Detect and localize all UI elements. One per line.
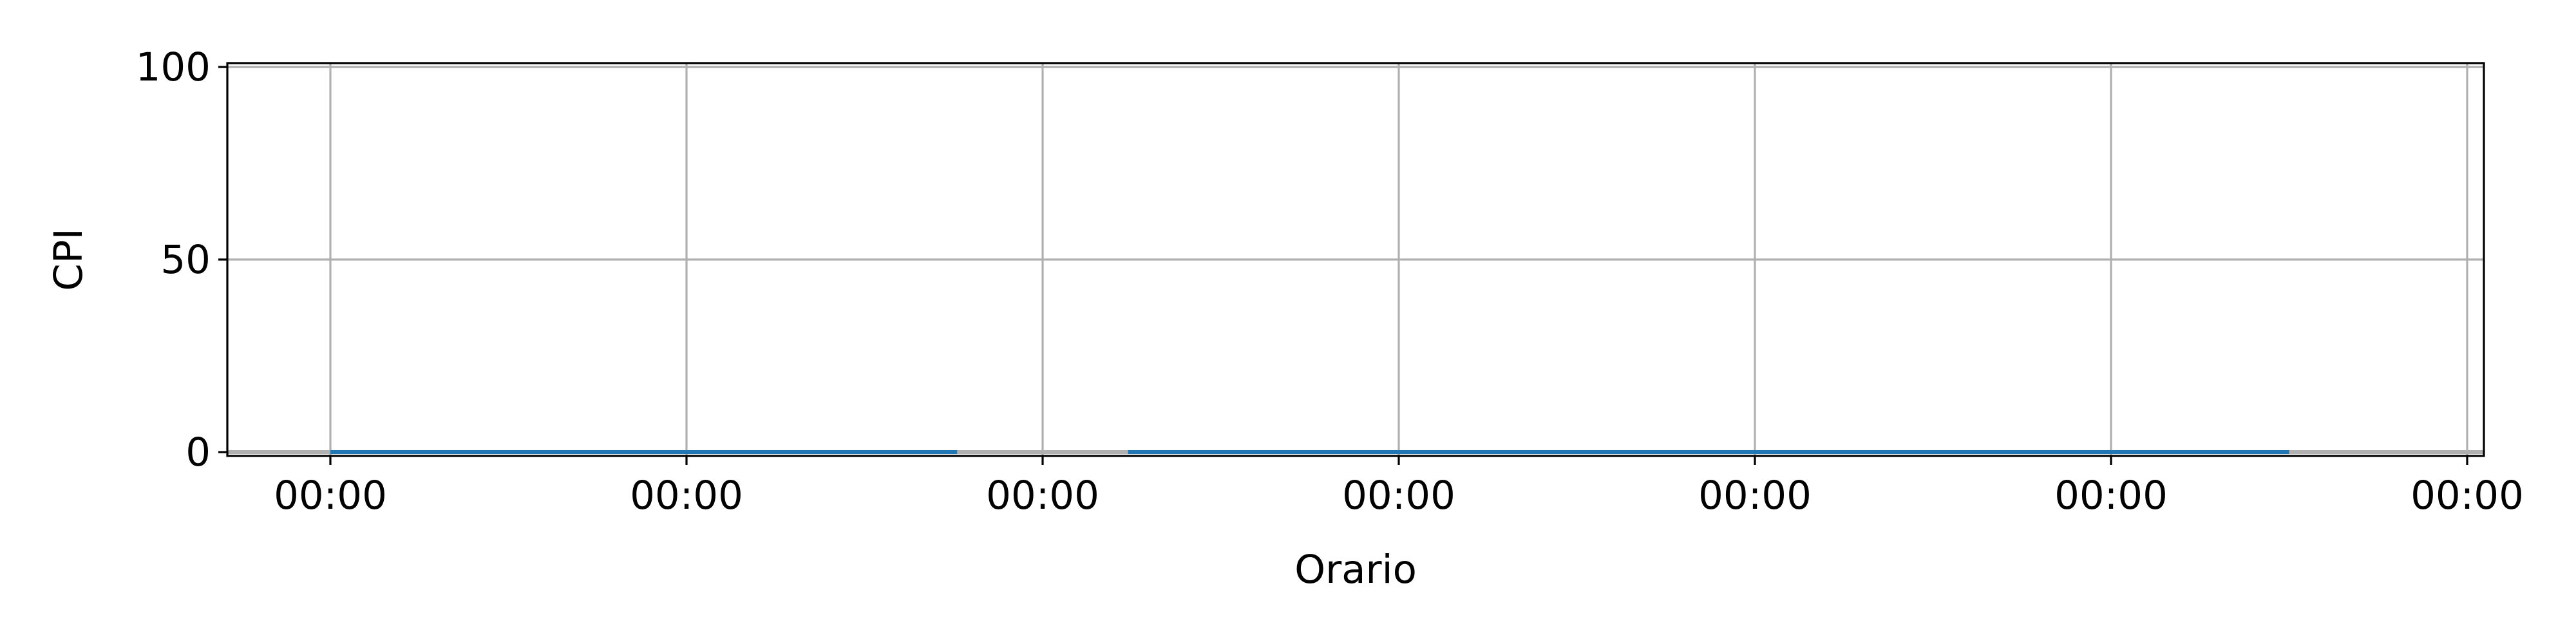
grid [227, 63, 2484, 456]
x-tick-label: 00:00 [2410, 473, 2524, 518]
x-tick-label: 00:00 [274, 473, 387, 518]
x-tick-label: 00:00 [986, 473, 1099, 518]
x-axis-label: Orario [1294, 547, 1417, 592]
y-tick-label: 50 [160, 237, 211, 283]
y-axis-label: CPI [46, 228, 91, 290]
y-tick-label: 100 [136, 44, 211, 90]
x-tick-label: 00:00 [630, 473, 743, 518]
ticks: 00:00 00:00 00:00 00:00 00:00 00:00 00:00 0 50 10… [136, 44, 2524, 518]
x-tick-label: 00:00 [1698, 473, 1812, 518]
y-tick-label: 0 [185, 430, 211, 475]
x-tick-label: 00:00 [2054, 473, 2168, 518]
x-tick-label: 00:00 [1342, 473, 1455, 518]
